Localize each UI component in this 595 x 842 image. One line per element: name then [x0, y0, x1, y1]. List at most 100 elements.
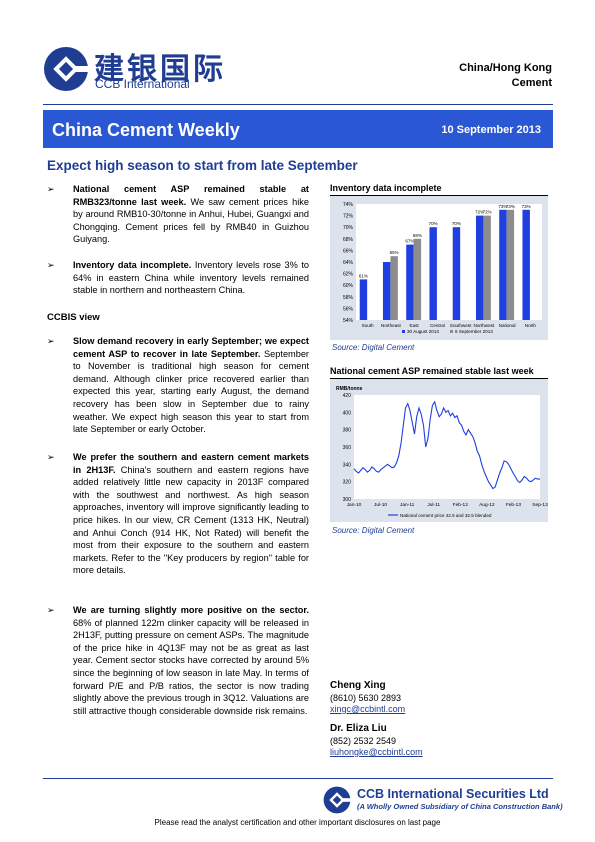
data-label: 73% [498, 204, 507, 209]
chart-title-rule [330, 195, 548, 196]
x-tick-label: Southwest [450, 323, 472, 328]
legend-swatch [402, 330, 405, 333]
y-tick-label: 380 [343, 428, 352, 434]
bar [499, 209, 507, 320]
bullet-lead: Slow demand recovery in early September;… [73, 336, 309, 359]
bullet-arrow-icon: ➢ [47, 605, 55, 615]
y-tick-label: 360 [343, 445, 352, 451]
chart-source: Source: Digital Cement [332, 343, 415, 352]
y-tick-label: 62% [343, 272, 354, 278]
y-tick-label: 420 [343, 393, 352, 399]
x-tick-label: Jul-10 [374, 502, 387, 508]
y-tick-label: 72% [343, 214, 354, 220]
y-tick-label: 66% [343, 248, 354, 254]
bar [429, 227, 437, 320]
x-tick-label: Sep-13 [532, 502, 548, 508]
chart-title: Inventory data incomplete [330, 183, 442, 193]
bar [452, 227, 461, 320]
x-tick-label: North [525, 323, 537, 328]
bar [522, 209, 530, 320]
line-chart-panel: RMB/tonne 420 400 380 360 340 320 300 Jan-10 Jul-… [330, 379, 548, 522]
bullet-lead: We prefer the southern and eastern cemen… [73, 452, 309, 475]
x-tick-label: Jan-11 [400, 502, 415, 508]
view-bullet: ➢ We are turning slightly more positive … [47, 604, 309, 717]
inventory-bar-chart: 74% 72% 70% 68% 66% 64% 62% 60% 58% 56% 54% 61% Sout… [343, 202, 542, 334]
y-tick-label: 60% [343, 283, 354, 289]
y-tick-label: 58% [343, 295, 354, 301]
bar [359, 279, 368, 320]
bullet-body: China's southern and eastern regions hav… [73, 464, 310, 576]
y-tick-label: 320 [343, 480, 352, 486]
legend-swatch [450, 330, 453, 333]
bullet-lead: Inventory data incomplete. [73, 260, 192, 270]
bullet-arrow-icon: ➢ [47, 184, 55, 194]
analyst-email-link[interactable]: xingc@ccbintl.com [330, 704, 406, 714]
view-bullet: ➢ We prefer the southern and eastern cem… [47, 451, 309, 577]
report-title: China Cement Weekly [52, 120, 240, 140]
chart-title: National cement ASP remained stable last… [330, 366, 534, 376]
bar-chart-panel: 74% 72% 70% 68% 66% 64% 62% 60% 58% 56% 54% 61% Sout… [330, 196, 548, 340]
analyst-phone: (8610) 5630 2893 [330, 693, 402, 703]
legend-label: 30 August 2013 [407, 329, 439, 334]
bar [382, 262, 391, 320]
analyst-name: Dr. Eliza Liu [330, 723, 387, 734]
y-tick-label: 340 [343, 462, 352, 468]
bullet-body: We saw cement prices hike by around RMB1… [73, 196, 309, 245]
data-label: 72% [483, 210, 492, 215]
ccb-logo-icon [44, 47, 89, 91]
analyst-phone: (852) 2532 2549 [330, 736, 397, 746]
bar [475, 215, 484, 320]
view-section-title: CCBIS view [47, 312, 100, 323]
summary-bullet: ➢ Inventory data incomplete. Inventory l… [47, 259, 309, 297]
data-label: 67% [405, 239, 414, 244]
y-tick-label: 74% [343, 202, 354, 208]
bullet-arrow-icon: ➢ [47, 260, 55, 270]
logo-chinese-name: 建银国际 [94, 52, 226, 87]
data-label: 73% [522, 204, 531, 209]
y-tick-label: 54% [343, 318, 354, 324]
x-tick-label: East [410, 323, 420, 328]
logo-english-name: CCB International [95, 77, 190, 91]
bullet-arrow-icon: ➢ [47, 452, 55, 462]
report-date: 10 September 2013 [441, 124, 541, 136]
data-label: 72% [475, 210, 484, 215]
bullet-body: September to November is traditional hig… [73, 348, 309, 435]
y-axis-label: RMB/tonne [336, 386, 363, 392]
footer-divider [43, 778, 553, 779]
analyst-name: Cheng Xing [330, 680, 386, 691]
summary-bullet: ➢ National cement ASP remained stable at… [47, 183, 309, 246]
data-label: 68% [413, 233, 422, 238]
report-sector: Cement [511, 77, 552, 89]
ccb-footer-logo-icon [323, 786, 351, 814]
data-label: 70% [429, 221, 438, 226]
y-tick-label: 64% [343, 260, 354, 266]
chart-source: Source: Digital Cement [332, 526, 415, 535]
bullet-arrow-icon: ➢ [47, 336, 55, 346]
analyst-email-link[interactable]: liuhongke@ccbintl.com [330, 747, 423, 757]
report-region: China/Hong Kong [459, 62, 552, 74]
x-tick-label: Jul-11 [427, 502, 440, 508]
headline: Expect high season to start from late Se… [47, 158, 358, 173]
y-tick-label: 56% [343, 306, 354, 312]
y-tick-label: 68% [343, 237, 354, 243]
x-tick-label: Jan-10 [347, 502, 362, 508]
view-bullet: ➢ Slow demand recovery in early Septembe… [47, 335, 309, 436]
bar [483, 215, 491, 320]
chart-title-rule [330, 378, 548, 379]
series-line [353, 400, 540, 490]
header-divider [43, 104, 553, 105]
plot-area [354, 395, 540, 499]
x-tick-label: National [499, 323, 516, 328]
bar [506, 209, 515, 320]
x-tick-label: Northwest [474, 323, 495, 328]
bullet-body: Inventory levels rose 3% to 64% in easte… [73, 260, 309, 296]
title-banner [43, 110, 553, 148]
x-tick-label: Northeast [381, 323, 402, 328]
y-tick-label: 70% [343, 225, 354, 231]
bullet-body: 68% of planned 122m clinker capacity wil… [73, 617, 309, 716]
x-tick-label: Feb-12 [453, 502, 469, 508]
x-tick-label: Central [430, 323, 445, 328]
y-tick-label: 300 [343, 497, 352, 503]
y-tick-label: 400 [343, 410, 352, 416]
bullet-lead: National cement ASP remained stable at R… [73, 184, 309, 207]
